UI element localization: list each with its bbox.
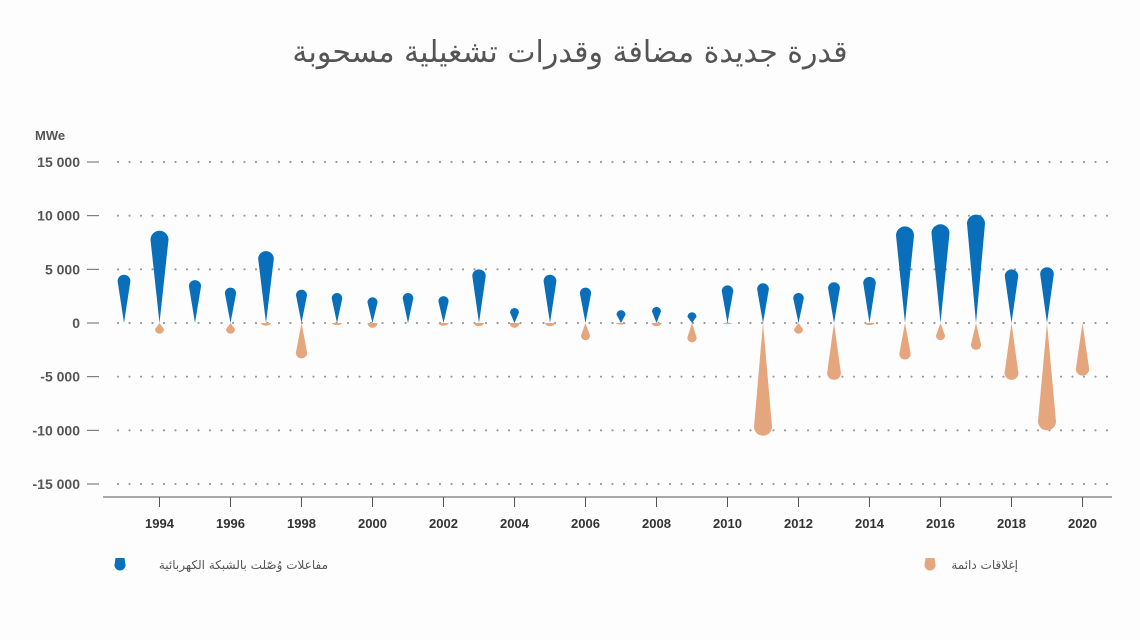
connected-mark-1999 [331, 292, 343, 323]
shutdown-mark-1999 [332, 323, 342, 326]
connected-mark-2004 [510, 307, 519, 323]
connected-mark-1996 [224, 287, 237, 323]
y-tick-label: 10 000 [37, 208, 80, 224]
y-tick-label: 5 000 [45, 261, 80, 277]
shutdown-mark-2015 [899, 323, 911, 360]
connected-mark-2011 [757, 283, 769, 323]
series-layer [117, 214, 1090, 436]
shutdown-mark-2009 [687, 323, 697, 343]
x-tick-label: 2016 [926, 516, 955, 531]
connected-mark-1997 [258, 251, 274, 323]
x-tick-label: 2004 [500, 516, 530, 531]
shutdown-mark-2017 [970, 323, 982, 350]
connected-mark-2007 [616, 310, 626, 323]
shutdown-mark-2012 [794, 323, 803, 334]
x-tick-label: 2018 [997, 516, 1026, 531]
x-tick-label: 2010 [713, 516, 742, 531]
x-tick-label: 2020 [1068, 516, 1097, 531]
shutdown-mark-2018 [1004, 323, 1019, 380]
legend-label-1: مفاعلات وُصّلت بالشبكة الكهربائية [159, 558, 328, 573]
connected-mark-2012 [793, 292, 804, 323]
grid-layer [116, 160, 1114, 486]
shutdown-mark-2002 [438, 323, 449, 326]
x-tick-label: 2000 [358, 516, 387, 531]
x-tick-label: 2014 [855, 516, 885, 531]
shutdown-mark-2004 [509, 323, 520, 328]
connected-mark-2000 [367, 297, 378, 323]
connected-mark-2014 [863, 276, 876, 323]
y-tick-label: -5 000 [40, 369, 80, 385]
connected-mark-2010 [721, 285, 734, 323]
connected-mark-2013 [828, 282, 840, 323]
connected-mark-1993 [117, 274, 131, 323]
connected-mark-2009 [687, 312, 697, 323]
legend-label-2: إغلاقات دائمة [951, 558, 1018, 572]
connected-mark-2008 [652, 306, 661, 323]
connected-mark-2018 [1004, 269, 1019, 323]
shutdown-mark-2011 [754, 323, 772, 436]
connected-mark-2002 [438, 296, 449, 323]
shutdown-mark-2007 [616, 323, 626, 325]
chart-title: قدرة جديدة مضافة وقدرات تشغيلية مسحوبة [292, 35, 847, 70]
x-tick-label: 2012 [784, 516, 813, 531]
connected-mark-2001 [402, 292, 414, 323]
shutdown-mark-2016 [935, 323, 946, 341]
legend: مفاعلات وُصّلت بالشبكة الكهربائية إغلاقات… [114, 558, 1018, 573]
connected-mark-2017 [967, 214, 985, 323]
y-axis: 15 000 10 000 5 000 0 -5 000 -10 000 -15 000 [33, 154, 99, 492]
connected-mark-1998 [296, 289, 307, 323]
shutdown-mark-2019 [1038, 323, 1056, 431]
x-tick-label: 2002 [429, 516, 458, 531]
y-axis-unit-label: MWe [35, 128, 65, 143]
shutdown-mark-2010 [722, 323, 733, 325]
shutdown-mark-2003 [474, 323, 484, 327]
connected-mark-2003 [472, 269, 486, 323]
legend-drop-icon [924, 558, 936, 571]
y-tick-label: -10 000 [33, 422, 81, 438]
connected-mark-2016 [931, 224, 950, 323]
shutdown-mark-1998 [295, 323, 308, 359]
shutdown-mark-2005 [545, 323, 555, 327]
shutdown-mark-1997 [261, 323, 271, 326]
connected-mark-1994 [150, 230, 169, 323]
shutdown-mark-1994 [155, 323, 164, 334]
legend-drop-icon [114, 558, 126, 571]
connected-mark-2006 [579, 287, 592, 323]
shutdown-mark-2006 [580, 323, 591, 341]
shutdown-mark-2020 [1075, 323, 1090, 376]
connected-mark-2019 [1040, 267, 1054, 323]
shutdown-mark-1996 [226, 323, 235, 334]
x-tick-label: 1998 [287, 516, 316, 531]
x-tick-label: 2008 [642, 516, 671, 531]
shutdown-mark-2014 [864, 323, 875, 326]
connected-mark-2005 [543, 274, 557, 323]
x-tick-label: 1996 [216, 516, 245, 531]
connected-mark-1995 [188, 280, 202, 323]
y-tick-label: 15 000 [37, 154, 80, 170]
y-tick-label: 0 [72, 315, 80, 331]
x-axis: 1994 1996 1998 2000 2002 2004 2006 2008 2010 2012… [103, 496, 1112, 531]
shutdown-mark-2000 [367, 323, 378, 328]
x-tick-label: 1994 [145, 516, 175, 531]
y-tick-label: -15 000 [33, 476, 81, 492]
connected-mark-2015 [896, 226, 914, 323]
x-tick-label: 2006 [571, 516, 600, 531]
shutdown-mark-2008 [651, 323, 662, 327]
shutdown-mark-2013 [827, 323, 841, 380]
